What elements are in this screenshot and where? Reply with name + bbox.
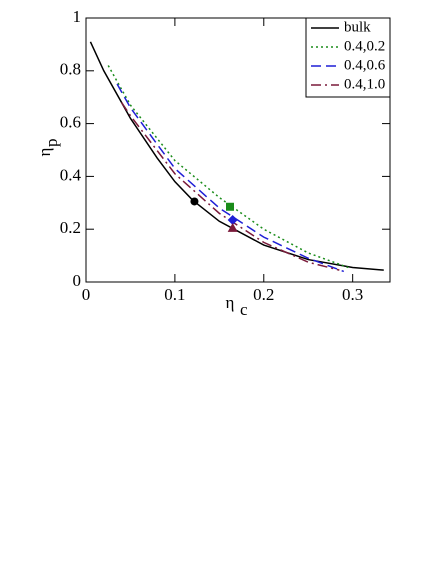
legend-label: 0.4,1.0 [344, 76, 385, 92]
legend-label: bulk [344, 19, 371, 35]
marker [227, 214, 238, 225]
y-tick-label: 1 [73, 7, 82, 26]
y-tick-label: 0.8 [60, 60, 81, 79]
x-tick-label: 0.2 [253, 285, 274, 304]
series-line [107, 65, 349, 269]
x-tick-label: 0.3 [342, 285, 363, 304]
x-tick-label: 0.1 [164, 285, 185, 304]
legend-box [305, 17, 391, 98]
series-line [120, 102, 340, 271]
marker [227, 222, 238, 232]
x-label: η [226, 293, 235, 312]
legend-label: 0.4,0.6 [344, 57, 386, 73]
legend: bulk 0.4,0.2 0.4,0.6 0.4,1.0 [305, 17, 391, 98]
y-label: ηp [35, 139, 61, 157]
marker [190, 197, 199, 206]
y-tick-label: 0.2 [60, 218, 81, 237]
series-line [116, 83, 345, 273]
y-label: η [35, 148, 54, 157]
y-tick-label: 0.4 [60, 165, 82, 184]
legend-label: 0.4,0.2 [344, 38, 385, 54]
marker [226, 202, 234, 211]
x-tick-label: 0 [82, 285, 91, 304]
y-label-sub: p [42, 139, 61, 148]
plot-frame [85, 17, 391, 283]
y-tick-label: 0 [73, 271, 82, 290]
y-tick-label: 0.6 [60, 113, 81, 132]
x-label-sub: c [240, 300, 248, 319]
